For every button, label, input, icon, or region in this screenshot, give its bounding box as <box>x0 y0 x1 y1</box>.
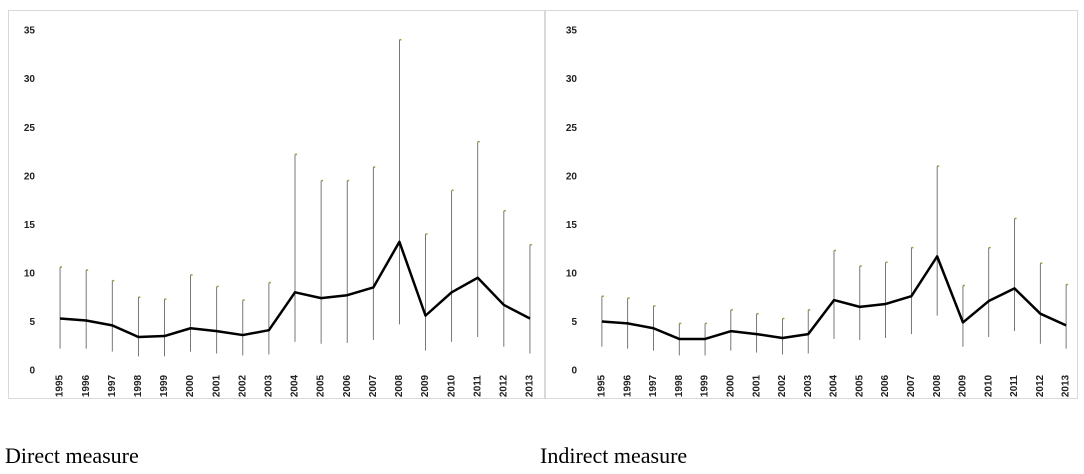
x-tick-label: 2009 <box>958 374 969 397</box>
panel-border <box>8 10 545 399</box>
x-tick-label: 1999 <box>700 374 711 397</box>
x-tick-label: 2003 <box>264 374 275 397</box>
y-tick-label: 20 <box>566 171 578 182</box>
y-tick-label: 10 <box>566 268 578 279</box>
x-tick-label: 2005 <box>316 374 327 397</box>
series-line <box>59 240 531 339</box>
series-line <box>601 255 1067 341</box>
x-tick-label: 1997 <box>107 374 118 397</box>
caption: Indirect measure <box>540 443 687 468</box>
caption: Direct measure <box>5 443 139 468</box>
x-tick-label: 2002 <box>777 374 788 397</box>
y-tick-label: 0 <box>571 366 577 377</box>
x-tick-label: 2009 <box>420 374 431 397</box>
x-tick-label: 1995 <box>55 374 66 397</box>
x-tick-label: 1999 <box>159 374 170 397</box>
y-tick-label: 30 <box>24 74 36 85</box>
y-tick-label: 20 <box>24 171 36 182</box>
x-tick-label: 1997 <box>648 374 659 397</box>
y-tick-label: 15 <box>24 220 36 231</box>
x-tick-label: 2004 <box>829 374 840 397</box>
x-tick-label: 2013 <box>525 374 536 397</box>
x-tick-label: 2013 <box>1061 374 1072 397</box>
x-tick-label: 2004 <box>290 374 301 397</box>
x-tick-label: 1998 <box>133 374 144 397</box>
x-tick-label: 1996 <box>622 374 633 397</box>
x-tick-label: 2010 <box>983 374 994 397</box>
y-tick-label: 25 <box>24 123 36 134</box>
x-tick-label: 2006 <box>880 374 891 397</box>
x-tick-label: 1998 <box>674 374 685 397</box>
x-tick-label: 2001 <box>211 374 222 397</box>
x-tick-label: 1995 <box>597 374 608 397</box>
y-tick-label: 5 <box>29 317 35 328</box>
x-tick-label: 2012 <box>1035 374 1046 397</box>
x-tick-label: 1996 <box>81 374 92 397</box>
x-tick-label: 2003 <box>803 374 814 397</box>
x-tick-label: 2011 <box>1009 375 1020 397</box>
x-tick-label: 2006 <box>342 374 353 397</box>
x-tick-label: 2000 <box>185 374 196 397</box>
x-tick-label: 2010 <box>446 374 457 397</box>
x-tick-label: 2002 <box>237 374 248 397</box>
x-tick-label: 2008 <box>394 374 405 397</box>
y-tick-label: 0 <box>29 366 35 377</box>
x-tick-label: 2011 <box>472 375 483 397</box>
y-tick-label: 25 <box>566 123 578 134</box>
x-tick-label: 2001 <box>751 374 762 397</box>
x-tick-label: 2008 <box>932 374 943 397</box>
y-tick-label: 35 <box>566 26 578 37</box>
x-tick-label: 2012 <box>498 374 509 397</box>
y-tick-label: 15 <box>566 220 578 231</box>
x-tick-label: 2007 <box>368 374 379 397</box>
x-tick-label: 2005 <box>854 374 865 397</box>
y-tick-label: 5 <box>571 317 577 328</box>
y-tick-label: 35 <box>24 26 36 37</box>
x-tick-label: 2007 <box>906 374 917 397</box>
y-tick-label: 30 <box>566 74 578 85</box>
panel-border <box>545 10 1078 399</box>
x-tick-label: 2000 <box>725 374 736 397</box>
y-tick-label: 10 <box>24 268 36 279</box>
